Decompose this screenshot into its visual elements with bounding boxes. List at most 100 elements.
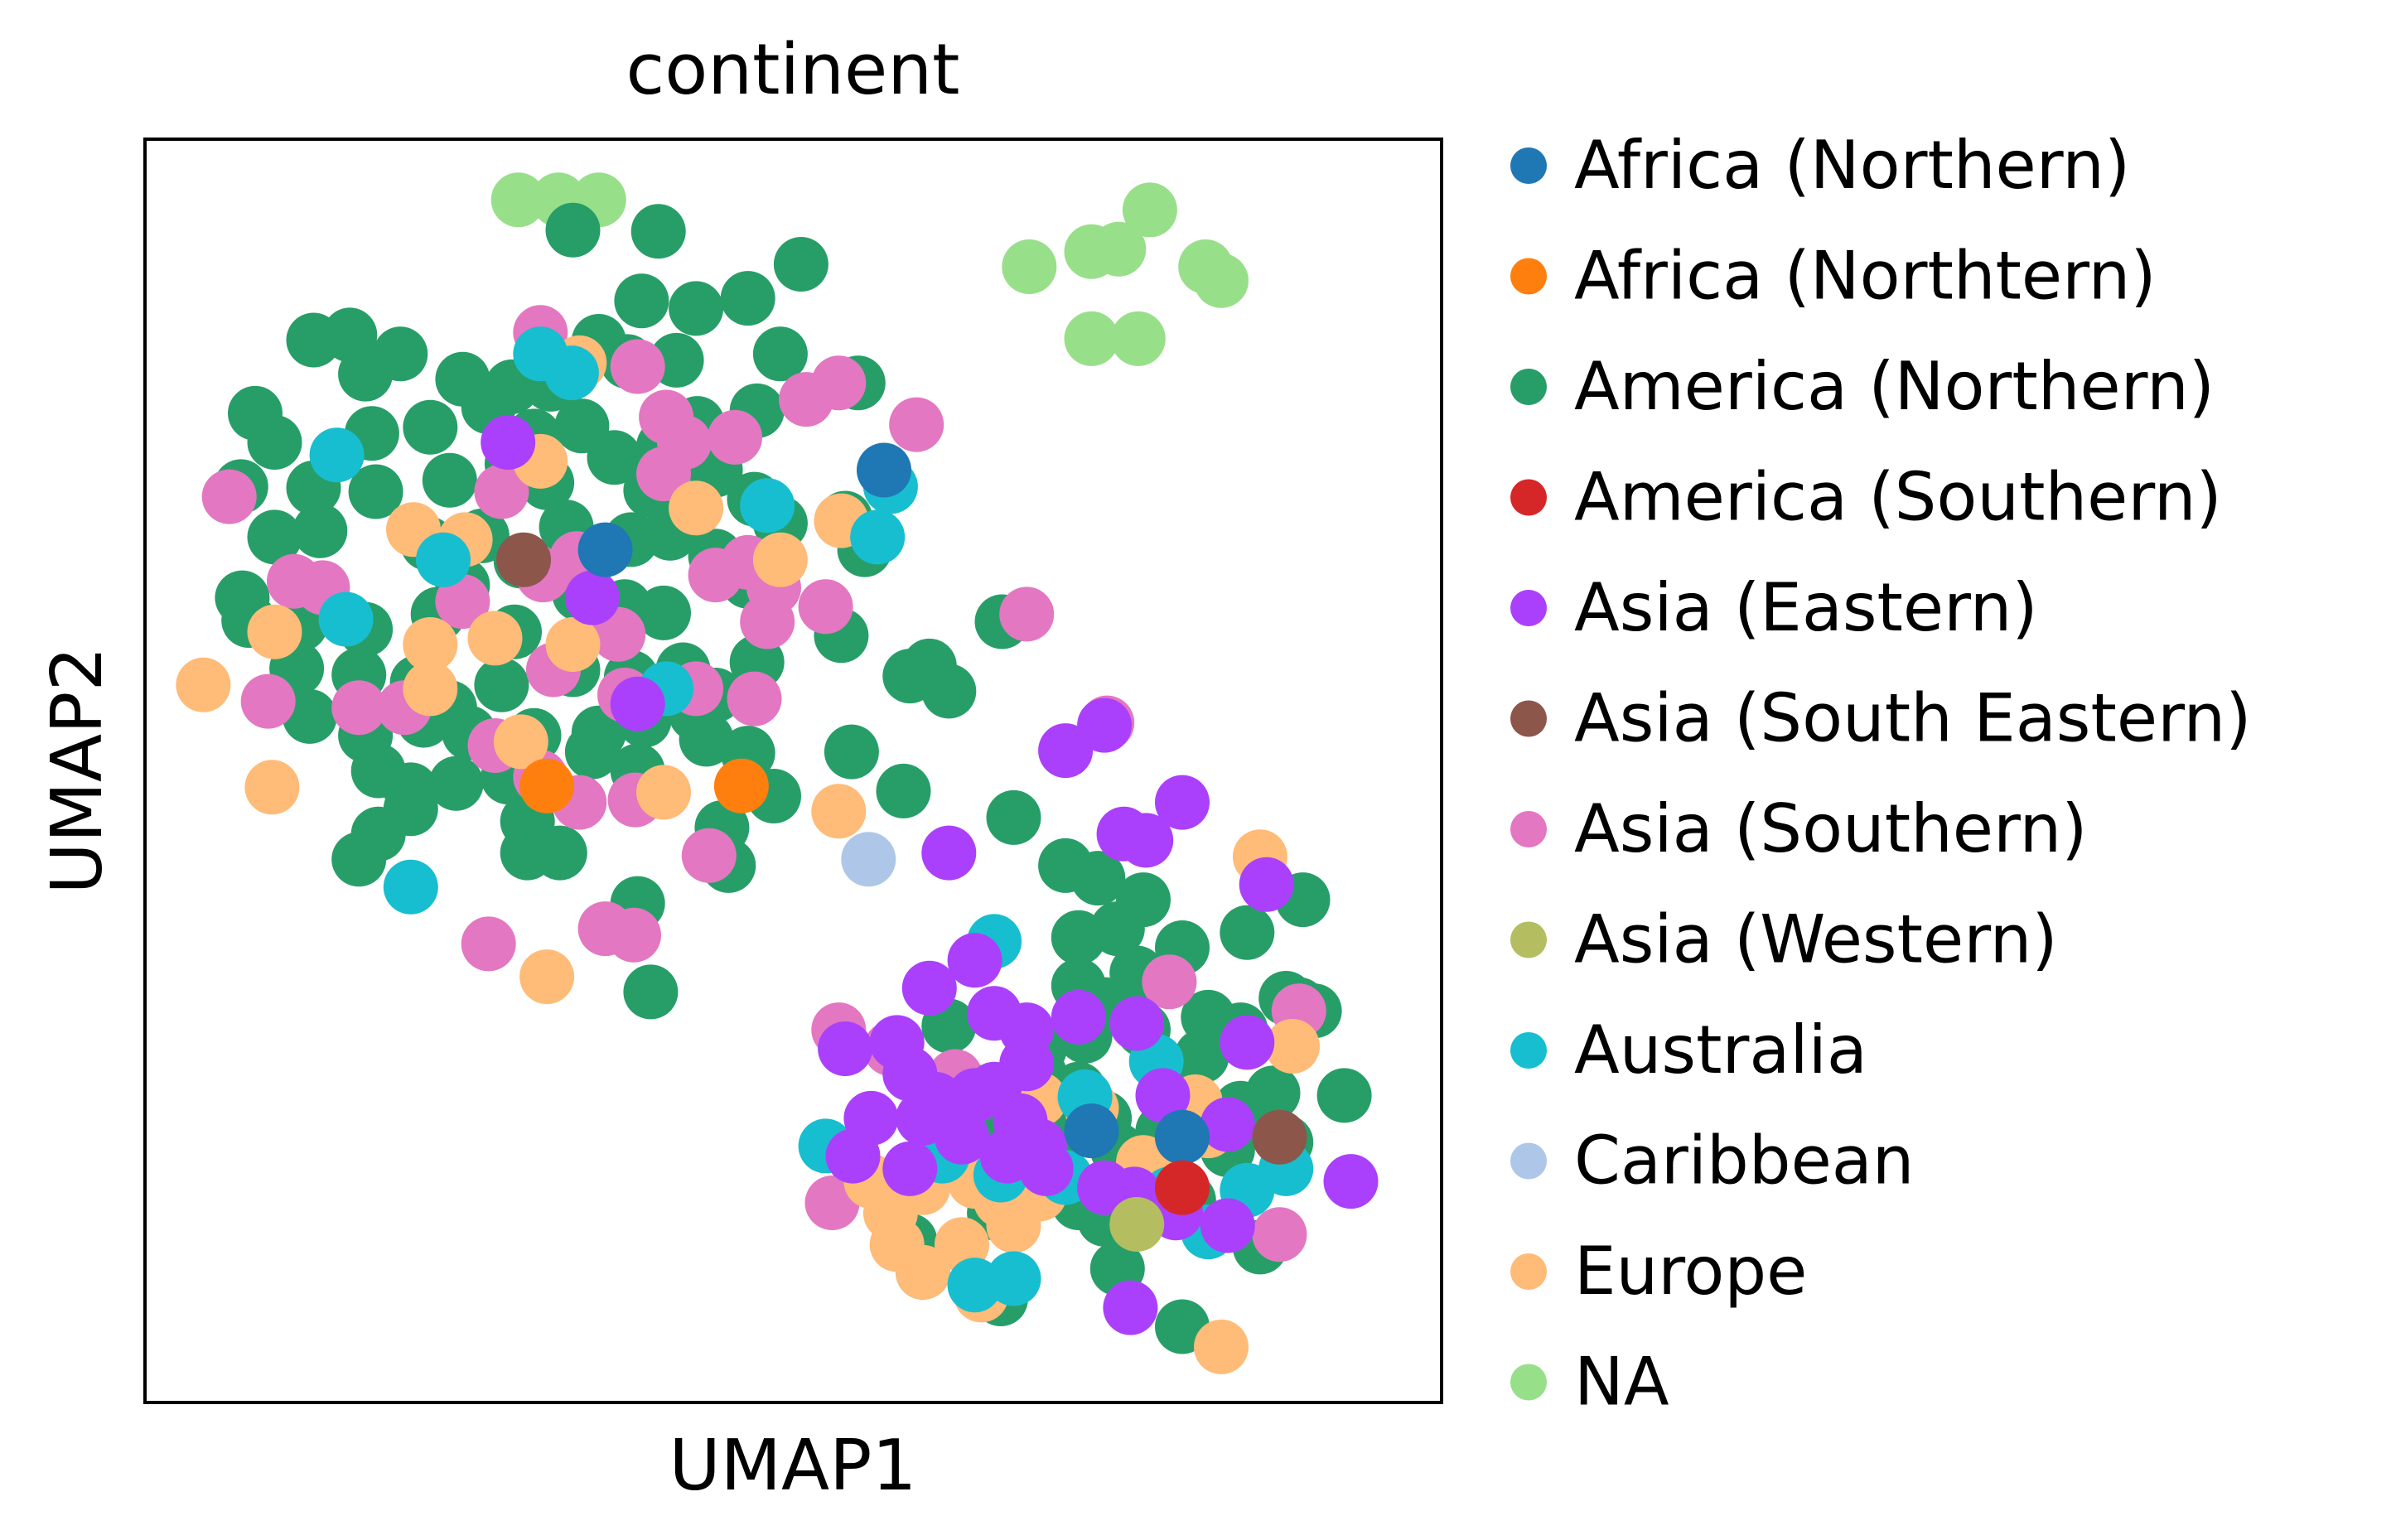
- legend-marker-asia-south-eastern: [1510, 700, 1547, 737]
- point-asia-eastern: [1135, 1068, 1191, 1123]
- point-asia-south-eastern: [1252, 1109, 1307, 1165]
- legend-marker-asia-southern: [1510, 811, 1547, 847]
- point-america-northern: [1070, 851, 1126, 906]
- point-africa-northern: [1155, 1109, 1210, 1165]
- point-asia-southern: [201, 469, 257, 524]
- point-asia-eastern: [481, 415, 536, 470]
- point-asia-western: [1109, 1197, 1165, 1252]
- point-asia-south-eastern: [496, 532, 551, 587]
- point-america-northern: [773, 237, 828, 292]
- point-asia-eastern: [1200, 1097, 1255, 1152]
- point-america-northern: [636, 585, 691, 640]
- point-america-northern: [348, 464, 403, 519]
- point-asia-southern: [708, 409, 763, 465]
- point-america-northern: [669, 281, 724, 336]
- point-america-northern: [1316, 1068, 1372, 1123]
- legend-marker-america-northern: [1510, 369, 1547, 405]
- point-europe: [752, 532, 808, 587]
- legend-marker-caribbean: [1510, 1142, 1547, 1180]
- point-america-northern: [331, 832, 387, 887]
- point-america-northern: [876, 763, 931, 818]
- legend-label-africa-northtern: Africa (Northtern): [1574, 238, 2157, 315]
- legend-marker-europe: [1510, 1253, 1547, 1290]
- point-asia-southern: [240, 673, 296, 729]
- point-asia-southern: [1142, 954, 1197, 1010]
- legend-label-america-northern: America (Northern): [1574, 348, 2215, 425]
- point-america-northern: [587, 430, 642, 485]
- point-europe: [545, 617, 601, 672]
- chart-title: continent: [626, 29, 960, 111]
- legend-label-australia: Australia: [1574, 1011, 1867, 1089]
- legend-marker-africa-northern: [1510, 147, 1547, 184]
- point-europe: [1265, 1019, 1320, 1074]
- point-asia-southern: [811, 355, 867, 411]
- point-europe: [519, 949, 575, 1005]
- point-america-northern: [1220, 905, 1275, 960]
- point-america-northern: [545, 202, 601, 258]
- point-america-northern: [623, 964, 679, 1020]
- point-na: [1091, 221, 1147, 277]
- point-asia-southern: [1252, 1207, 1307, 1262]
- point-asia-eastern: [901, 960, 957, 1016]
- point-america-northern: [752, 326, 808, 382]
- point-asia-southern: [999, 587, 1055, 642]
- legend-marker-asia-western: [1510, 921, 1547, 958]
- point-america-northern: [428, 756, 484, 811]
- point-asia-eastern: [882, 1141, 938, 1196]
- y-axis-label: UMAP2: [36, 646, 118, 894]
- point-asia-eastern: [818, 1021, 873, 1076]
- point-asia-eastern: [1038, 723, 1094, 779]
- point-asia-eastern: [1155, 775, 1210, 830]
- point-africa-northern: [857, 442, 911, 498]
- legend-label-asia-southern: Asia (Southern): [1574, 790, 2087, 867]
- point-na: [1122, 182, 1177, 238]
- point-na: [1194, 253, 1249, 308]
- point-europe: [403, 661, 458, 717]
- plot-frame: [143, 138, 1443, 1404]
- point-australia: [416, 532, 471, 587]
- point-europe: [1194, 1319, 1249, 1374]
- point-america-northern: [282, 688, 337, 744]
- point-africa-northern: [577, 522, 633, 577]
- point-asia-southern: [798, 579, 853, 635]
- point-america-northern: [921, 664, 977, 719]
- point-na: [1002, 239, 1057, 294]
- point-america-northern: [247, 509, 302, 565]
- point-asia-southern: [889, 397, 944, 452]
- point-europe: [247, 604, 302, 659]
- point-asia-eastern: [1103, 1280, 1158, 1335]
- legend-label-europe: Europe: [1574, 1233, 1807, 1310]
- legend-label-asia-western: Asia (Western): [1574, 901, 2058, 978]
- point-asia-eastern: [1077, 698, 1133, 753]
- legend-label-caribbean: Caribbean: [1574, 1122, 1915, 1200]
- point-america-northern: [532, 825, 587, 881]
- point-america-northern: [564, 724, 620, 780]
- point-asia-southern: [681, 828, 737, 883]
- point-australia: [947, 1258, 1002, 1313]
- point-europe: [669, 480, 724, 536]
- point-europe: [467, 611, 523, 666]
- point-asia-eastern: [921, 825, 977, 881]
- legend: Africa (Northern) Africa (Northtern) Ameri…: [1510, 127, 2251, 1421]
- point-asia-southern: [610, 339, 665, 394]
- x-axis-label: UMAP1: [669, 1425, 916, 1507]
- point-africa-northtern: [519, 758, 575, 813]
- scatter-points: [176, 172, 1379, 1374]
- point-asia-southern: [435, 574, 490, 630]
- point-asia-southern: [727, 671, 782, 727]
- legend-marker-america-southern: [1510, 479, 1547, 516]
- point-asia-eastern: [610, 676, 665, 731]
- point-asia-eastern: [1118, 813, 1174, 868]
- legend-marker-africa-northtern: [1510, 258, 1547, 295]
- point-asia-eastern: [935, 1109, 989, 1165]
- point-asia-southern: [740, 594, 795, 649]
- point-na: [1064, 311, 1119, 366]
- point-america-northern: [474, 657, 529, 712]
- point-asia-eastern: [1200, 1198, 1255, 1253]
- point-america-northern: [630, 204, 686, 259]
- point-na: [1110, 311, 1166, 366]
- legend-label-america-southern: America (Southern): [1574, 459, 2222, 536]
- point-asia-eastern: [947, 933, 1002, 988]
- point-asia-southern: [636, 447, 691, 502]
- legend-label-africa-northern: Africa (Northern): [1574, 127, 2130, 204]
